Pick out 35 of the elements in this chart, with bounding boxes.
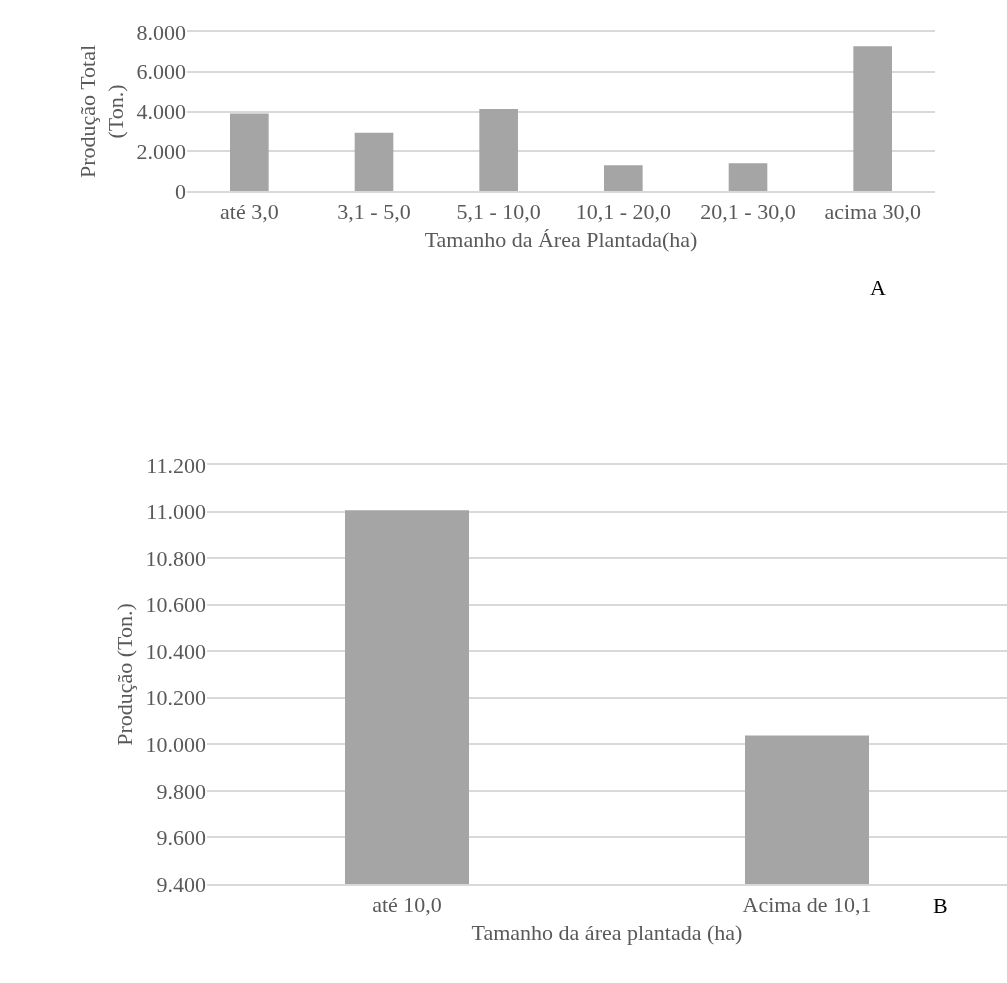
x-tick-label: 20,1 - 30,0 — [700, 199, 796, 225]
y-tick-label: 6.000 — [136, 59, 186, 85]
x-tick-label: 10,1 - 20,0 — [575, 199, 671, 225]
y-axis-title: Produção (Ton.) — [112, 603, 138, 746]
y-tick-label: 10.600 — [145, 592, 206, 618]
y-tick-label: 10.800 — [145, 545, 206, 571]
y-tick-label: 10.000 — [145, 732, 206, 758]
y-tick-label: 0 — [175, 178, 186, 204]
text: A — [870, 275, 886, 300]
y-tick-label: 10.400 — [145, 638, 206, 664]
bar — [728, 163, 768, 191]
bar — [604, 165, 643, 191]
bar — [853, 46, 892, 191]
y-tick-label: 9.800 — [156, 778, 206, 804]
x-tick-label: acima 30,0 — [824, 199, 921, 225]
y-tick-label: 4.000 — [136, 99, 186, 125]
y-tick-label: 11.200 — [146, 452, 206, 478]
y-tick-label: 9.600 — [156, 825, 206, 851]
y-tick-label: 2.000 — [136, 138, 186, 164]
y-tick-label: 8.000 — [136, 19, 186, 45]
x-axis-title: Tamanho da área plantada (ha) — [471, 919, 743, 945]
x-tick-label: 3,1 - 5,0 — [337, 199, 411, 225]
bar — [479, 108, 518, 191]
bar — [354, 132, 394, 191]
x-tick-label: até 3,0 — [220, 199, 279, 225]
x-tick-label: até 10,0 — [372, 892, 442, 918]
x-axis-title: Tamanho da Área Plantada(ha) — [424, 226, 698, 252]
y-tick-label: 11.000 — [146, 499, 206, 525]
y-tick-label: 9.400 — [156, 871, 206, 897]
x-tick-label: 5,1 - 10,0 — [456, 199, 541, 225]
y-axis-title: Produção Total (Ton.) — [74, 44, 129, 179]
y-tick-label: 10.200 — [145, 685, 206, 711]
text: B — [933, 893, 948, 918]
x-tick-label: Acima de 10,1 — [742, 892, 872, 918]
bar — [230, 113, 269, 191]
